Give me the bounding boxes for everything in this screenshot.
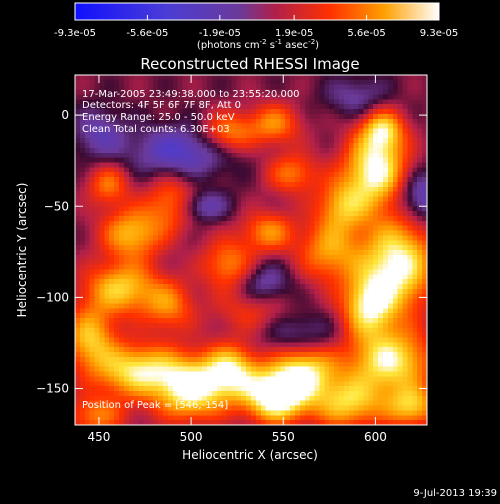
y-axis-label: Heliocentric Y (arcsec)	[15, 183, 29, 318]
colorbar	[74, 2, 440, 21]
x-tick-label: 500	[180, 430, 203, 444]
x-tick-label: 600	[364, 430, 387, 444]
x-axis-label: Heliocentric X (arcsec)	[182, 448, 318, 462]
x-tick-label: 550	[272, 430, 295, 444]
y-tick-label: −100	[36, 290, 69, 304]
colorbar-tick-label: -5.6e-05	[126, 28, 168, 39]
y-tick-label: 0	[61, 108, 69, 122]
annotation-energy: Energy Range: 25.0 - 50.0 keV	[82, 112, 235, 123]
x-ticks: 450 500 550 600	[88, 75, 387, 444]
annotation-peak: Position of Peak = [546,-154]	[82, 400, 228, 411]
colorbar-ticks	[74, 15, 440, 20]
y-ticks: 0 −50 −100 −150	[36, 108, 427, 396]
colorbar-tick-label: 1.9e-05	[275, 28, 313, 39]
colorbar-unit-label: (photons cm-2 s-1 asec-2)	[197, 38, 319, 51]
colorbar-tick-label: -9.3e-05	[54, 28, 96, 39]
x-tick-label: 450	[88, 430, 111, 444]
heatmap-image	[75, 75, 427, 425]
plot-frame	[74, 74, 428, 426]
y-tick-label: −50	[44, 199, 69, 213]
chart-title: Reconstructed RHESSI Image	[140, 55, 359, 73]
colorbar-tick-label: -1.9e-05	[199, 28, 241, 39]
footer-date: 9-Jul-2013 19:39	[413, 488, 497, 499]
colorbar-tick-labels: -9.3e-05 -5.6e-05 -1.9e-05 1.9e-05 5.6e-05 9.…	[54, 28, 458, 39]
colorbar-tick-label: 5.6e-05	[347, 28, 385, 39]
y-tick-label: −150	[36, 382, 69, 396]
annotation-method: Clean Total counts: 6.30E+03	[82, 124, 230, 135]
annotation-time: 17-Mar-2005 23:49:38.000 to 23:55:20.000	[82, 89, 300, 100]
annotations: 17-Mar-2005 23:49:38.000 to 23:55:20.000…	[82, 89, 300, 411]
colorbar-tick-label: 9.3e-05	[420, 28, 458, 39]
annotation-detectors: Detectors: 4F 5F 6F 7F 8F, Att 0	[82, 100, 241, 111]
